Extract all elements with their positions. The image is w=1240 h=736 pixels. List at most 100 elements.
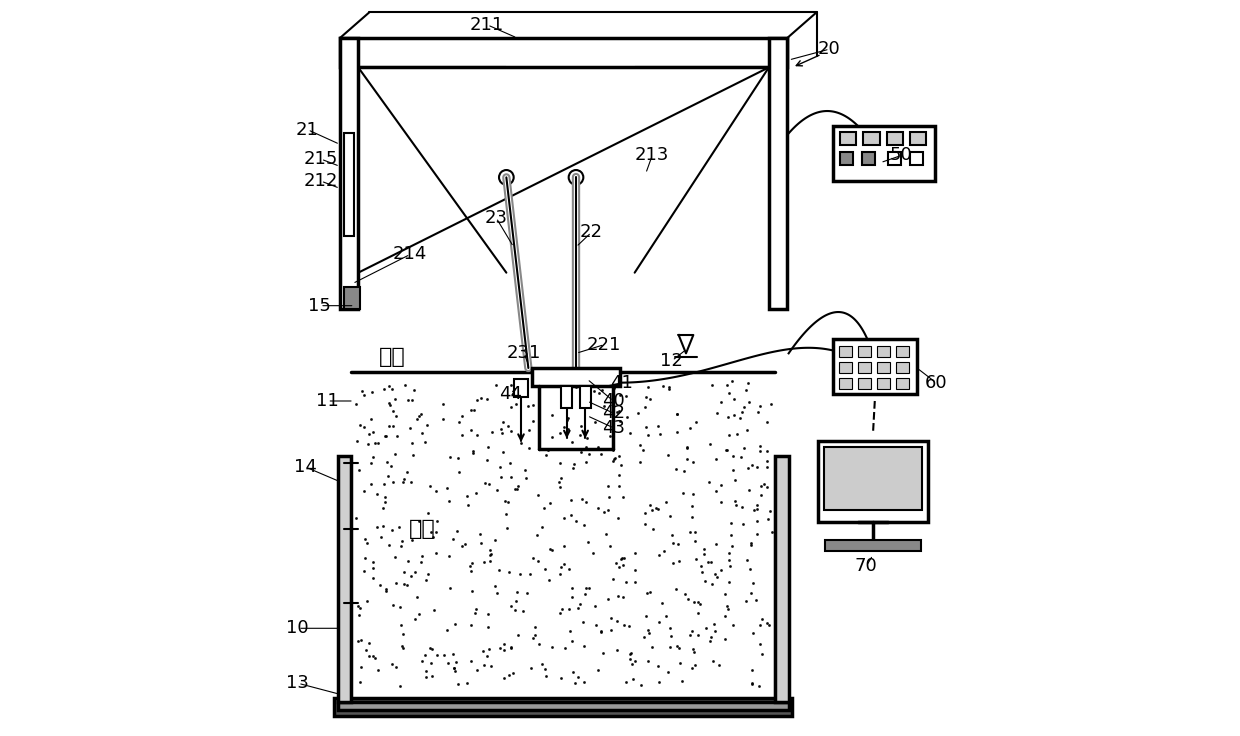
Point <box>742 664 761 676</box>
Point <box>382 524 402 536</box>
Point <box>417 574 436 586</box>
Bar <box>838 362 852 373</box>
Point <box>562 582 582 594</box>
Point <box>471 537 491 549</box>
Point <box>475 477 495 489</box>
Point <box>393 535 413 547</box>
Point <box>404 567 424 578</box>
Point <box>495 639 515 651</box>
Point <box>595 528 615 540</box>
Point <box>481 548 501 560</box>
Point <box>647 420 667 432</box>
Point <box>534 663 554 675</box>
Point <box>371 531 391 542</box>
Point <box>471 392 491 403</box>
Point <box>378 470 398 482</box>
Point <box>368 436 388 448</box>
Point <box>701 631 720 643</box>
Point <box>722 517 742 529</box>
Point <box>634 631 653 643</box>
Text: 海水: 海水 <box>379 347 405 367</box>
Bar <box>877 346 890 357</box>
Point <box>494 644 513 656</box>
Point <box>542 409 562 421</box>
Point <box>605 453 625 464</box>
Point <box>559 563 579 575</box>
Point <box>584 385 604 397</box>
Point <box>486 379 506 391</box>
Point <box>563 462 583 474</box>
Point <box>352 385 372 397</box>
Point <box>706 568 725 580</box>
Text: 41: 41 <box>610 374 634 392</box>
Point <box>556 642 575 654</box>
Point <box>507 483 527 495</box>
Bar <box>775 456 789 701</box>
Point <box>383 475 403 487</box>
Point <box>350 602 370 614</box>
Point <box>658 666 678 678</box>
Point <box>379 397 399 408</box>
Point <box>588 502 608 514</box>
Text: 214: 214 <box>393 245 427 263</box>
Point <box>569 598 589 610</box>
Point <box>610 389 630 401</box>
Point <box>387 430 407 442</box>
Point <box>640 586 660 598</box>
Point <box>501 471 521 483</box>
Point <box>742 459 761 471</box>
Point <box>568 602 588 614</box>
Point <box>620 427 640 439</box>
Point <box>603 444 622 456</box>
Point <box>453 539 472 551</box>
Point <box>448 526 467 537</box>
Point <box>756 445 776 456</box>
Point <box>577 432 596 444</box>
Point <box>461 620 481 631</box>
Point <box>743 578 763 590</box>
Point <box>361 413 381 425</box>
Point <box>591 626 611 638</box>
Point <box>635 400 655 412</box>
Point <box>570 429 590 441</box>
Point <box>465 607 485 619</box>
Point <box>567 381 587 393</box>
Point <box>636 391 656 403</box>
Point <box>742 587 761 599</box>
Point <box>347 435 367 447</box>
Point <box>403 534 423 546</box>
Point <box>660 642 680 654</box>
Point <box>536 449 556 461</box>
Point <box>422 526 441 538</box>
Point <box>401 422 420 434</box>
Point <box>382 658 402 670</box>
Point <box>591 448 611 460</box>
Point <box>578 536 598 548</box>
Point <box>611 553 631 565</box>
Point <box>577 497 596 509</box>
Point <box>562 494 582 506</box>
Point <box>719 387 739 399</box>
Point <box>494 446 513 458</box>
Point <box>606 557 626 569</box>
Point <box>433 398 453 410</box>
Point <box>476 650 496 662</box>
Point <box>363 451 383 463</box>
Point <box>551 561 570 573</box>
Point <box>699 476 719 488</box>
Point <box>560 625 580 637</box>
Point <box>666 464 686 475</box>
Point <box>355 421 374 433</box>
Point <box>613 553 632 565</box>
Point <box>686 534 706 546</box>
Bar <box>340 38 358 309</box>
Point <box>749 680 769 692</box>
Point <box>508 480 528 492</box>
Point <box>551 481 570 493</box>
Bar <box>343 133 353 236</box>
Point <box>498 669 518 681</box>
Point <box>527 529 547 541</box>
Point <box>427 485 446 497</box>
Point <box>723 375 743 387</box>
Bar <box>858 378 870 389</box>
